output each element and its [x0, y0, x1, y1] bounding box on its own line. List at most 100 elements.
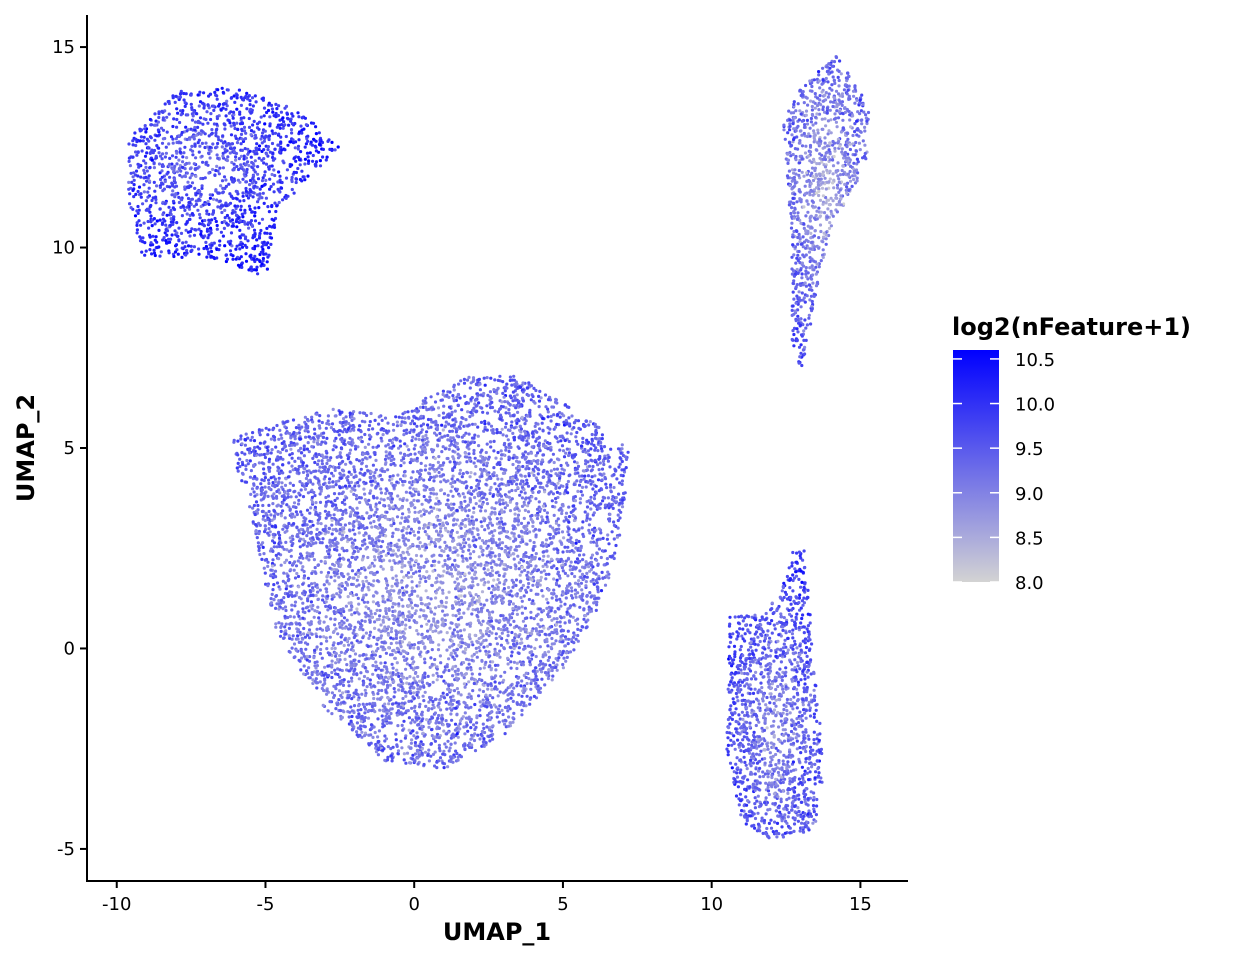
scatter-point: [165, 172, 169, 176]
scatter-point: [144, 199, 148, 203]
scatter-point: [810, 166, 815, 170]
scatter-point: [183, 104, 187, 108]
scatter-point: [478, 672, 482, 676]
scatter-point: [797, 345, 802, 349]
scatter-point: [246, 239, 250, 243]
scatter-point: [223, 127, 227, 131]
scatter-point: [796, 211, 800, 215]
scatter-point: [803, 281, 807, 285]
scatter-point: [253, 254, 257, 258]
scatter-point: [801, 245, 805, 249]
scatter-point: [288, 481, 292, 485]
scatter-point: [796, 242, 800, 246]
scatter-point: [485, 598, 489, 602]
scatter-point: [267, 481, 271, 486]
scatter-point: [152, 248, 156, 252]
scatter-point: [307, 558, 311, 562]
scatter-point: [215, 122, 219, 126]
scatter-point: [390, 626, 394, 631]
scatter-point: [222, 175, 227, 179]
scatter-point: [790, 221, 794, 225]
scatter-point: [229, 142, 233, 146]
scatter-point: [205, 212, 209, 216]
scatter-point: [185, 137, 189, 142]
scatter-point: [304, 123, 308, 127]
scatter-point: [130, 180, 134, 184]
scatter-point: [278, 150, 282, 154]
scatter-point: [305, 544, 309, 548]
scatter-point: [424, 589, 428, 593]
scatter-point: [190, 106, 194, 110]
scatter-point: [169, 220, 173, 224]
scatter-point: [232, 113, 236, 117]
scatter-point: [278, 634, 283, 638]
scatter-point: [515, 482, 519, 486]
scatter-point: [811, 113, 815, 117]
scatter-point: [391, 531, 395, 535]
scatter-point: [136, 189, 140, 194]
scatter-point: [422, 564, 426, 568]
scatter-point: [590, 553, 595, 557]
scatter-point: [296, 144, 301, 148]
scatter-point: [172, 117, 176, 121]
scatter-point: [538, 427, 542, 431]
scatter-point: [313, 566, 317, 570]
scatter-point: [293, 459, 297, 463]
scatter-point: [207, 171, 211, 175]
scatter-point: [478, 667, 482, 671]
scatter-point: [317, 131, 321, 135]
scatter-point: [800, 363, 804, 368]
scatter-point: [822, 231, 826, 235]
scatter-point: [309, 620, 313, 624]
scatter-point: [815, 262, 819, 266]
scatter-point: [157, 228, 161, 232]
scatter-point: [215, 198, 219, 202]
scatter-point: [552, 467, 557, 471]
scatter-point: [790, 179, 794, 183]
scatter-point: [152, 180, 156, 184]
scatter-point: [801, 235, 805, 239]
scatter-point: [828, 152, 832, 156]
scatter-point: [161, 128, 166, 132]
scatter-point: [260, 262, 264, 266]
scatter-point: [825, 65, 830, 69]
scatter-point: [804, 326, 808, 330]
scatter-point: [298, 158, 302, 162]
scatter-point: [397, 538, 401, 542]
scatter-point: [802, 131, 806, 136]
scatter-point: [161, 221, 165, 225]
scatter-point: [192, 110, 196, 114]
scatter-point: [292, 191, 296, 195]
scatter-point: [808, 247, 813, 251]
scatter-point: [809, 116, 814, 121]
scatter-point: [152, 251, 157, 255]
scatter-point: [154, 123, 158, 127]
scatter-point: [563, 438, 567, 443]
scatter-point: [179, 109, 183, 113]
scatter-point: [304, 647, 308, 651]
scatter-point: [352, 704, 357, 708]
scatter-point: [503, 732, 507, 736]
scatter-point: [480, 406, 484, 410]
scatter-point: [161, 212, 165, 217]
scatter-point: [211, 212, 215, 216]
scatter-point: [436, 460, 440, 464]
scatter-point: [481, 689, 485, 694]
scatter-point: [155, 134, 159, 138]
scatter-point: [540, 421, 544, 425]
scatter-point: [794, 229, 799, 233]
scatter-point: [149, 203, 153, 208]
scatter-point: [180, 246, 184, 250]
scatter-point: [847, 174, 851, 178]
scatter-point: [397, 415, 401, 419]
scatter-point: [220, 86, 224, 90]
scatter-point: [275, 423, 279, 428]
scatter-point: [399, 451, 403, 455]
scatter-point: [809, 99, 813, 103]
scatter-point: [807, 250, 812, 254]
scatter-point: [268, 124, 272, 128]
scatter-point: [796, 102, 800, 106]
scatter-point: [562, 536, 566, 540]
scatter-point: [855, 176, 859, 180]
scatter-point: [418, 405, 423, 409]
